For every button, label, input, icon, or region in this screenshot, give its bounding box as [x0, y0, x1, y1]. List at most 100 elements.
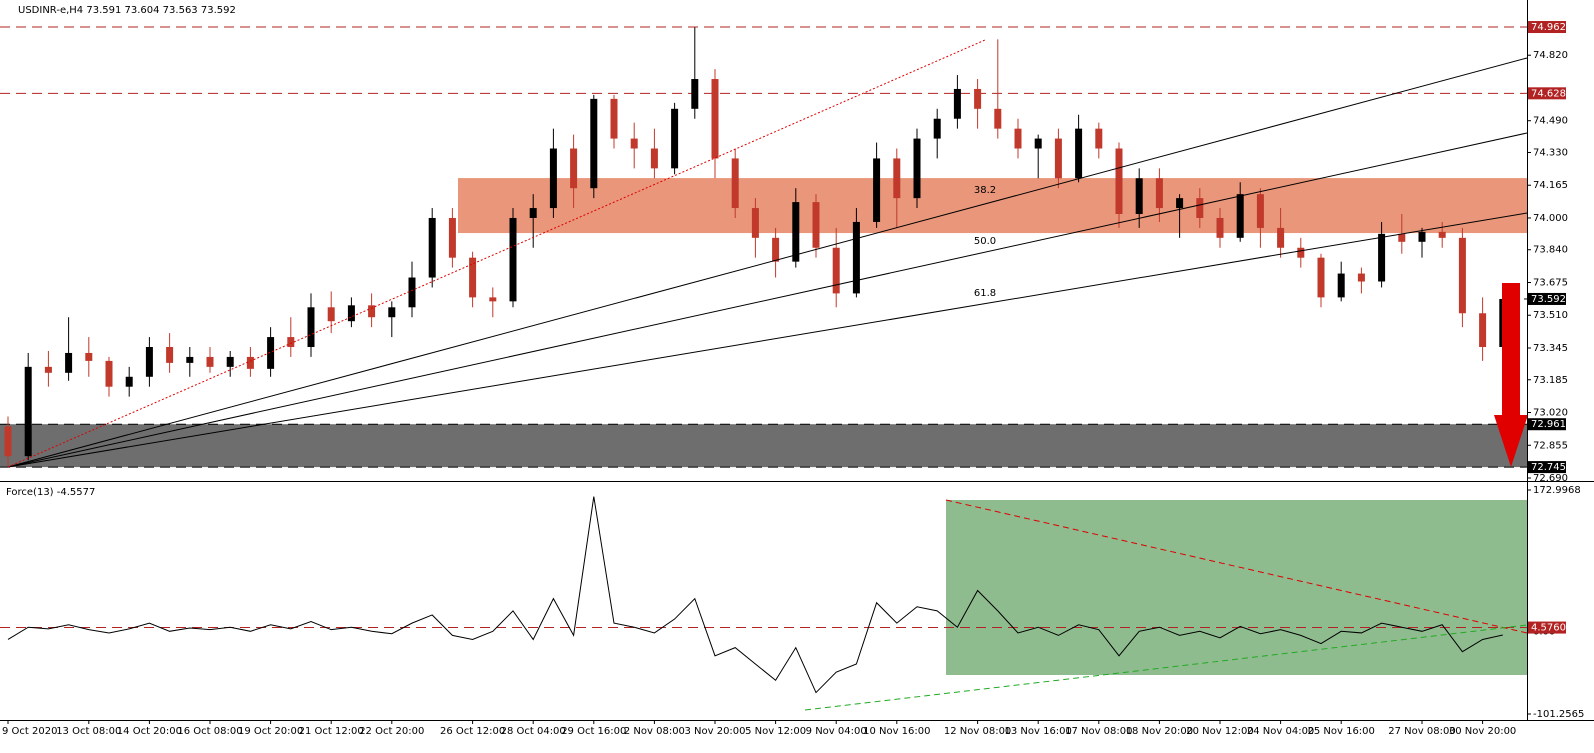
- x-tick-label: 2 Nov 08:00: [624, 726, 685, 737]
- candle-body: [327, 307, 335, 322]
- y-tick-label: 73.345: [1533, 343, 1568, 354]
- candle-body: [1236, 194, 1244, 238]
- x-tick-label: 13 Oct 08:00: [56, 726, 121, 737]
- y-tick-label: 74.165: [1533, 180, 1568, 191]
- x-tick-label: 29 Oct 16:00: [561, 726, 626, 737]
- support-zone: [0, 424, 1527, 468]
- candle-body: [388, 307, 396, 318]
- candle-body: [186, 356, 194, 363]
- x-tick-label: 16 Oct 08:00: [177, 726, 242, 737]
- candle-body: [1256, 194, 1264, 228]
- fib-label: 61.8: [974, 288, 996, 299]
- candle-body: [267, 337, 275, 369]
- y-tick-label: 72.855: [1533, 440, 1568, 451]
- candle-body: [1054, 138, 1062, 179]
- x-tick-label: 5 Nov 12:00: [745, 726, 806, 737]
- candle-body: [1216, 217, 1224, 238]
- x-tick-label: 28 Oct 04:00: [501, 726, 566, 737]
- price-label: 4.5760: [1531, 623, 1566, 634]
- trend-line: [7, 39, 986, 468]
- candle-body: [428, 217, 436, 278]
- x-tick-label: 20 Nov 12:00: [1186, 726, 1253, 737]
- force-line: [7, 496, 1503, 694]
- price-label-box: [1528, 292, 1566, 305]
- candle-body: [751, 208, 759, 238]
- candle-body: [913, 138, 921, 199]
- candle-body: [691, 79, 699, 109]
- x-tick-label: 19 Oct 20:00: [238, 726, 303, 737]
- x-tick-label: 25 Nov 16:00: [1307, 726, 1374, 737]
- candle-body: [307, 307, 315, 348]
- price-label-box: [1528, 87, 1566, 100]
- candle-body: [4, 426, 12, 457]
- candle-body: [65, 352, 73, 373]
- indicator-zone: [946, 500, 1527, 675]
- candle-body: [469, 257, 477, 298]
- candle-body: [529, 208, 537, 218]
- candle-body: [852, 221, 860, 294]
- x-tick-label: 3 Nov 20:00: [684, 726, 745, 737]
- candle-body: [772, 237, 780, 262]
- resistance-zone: [458, 178, 1527, 234]
- candle-body: [24, 366, 32, 457]
- candle-body: [1317, 257, 1325, 298]
- fan-line: [7, 57, 1528, 468]
- candle-body: [246, 356, 254, 369]
- candle-body: [347, 305, 355, 322]
- x-tick-label: 24 Nov 04:00: [1247, 726, 1314, 737]
- candle-body: [1095, 128, 1103, 149]
- x-tick-label: 10 Nov 16:00: [863, 726, 930, 737]
- candle-body: [105, 360, 113, 387]
- candle-body: [832, 247, 840, 294]
- price-label: 74.628: [1531, 88, 1566, 99]
- y-tick-label: -101.2565: [1533, 709, 1584, 720]
- candle-body: [1277, 227, 1285, 248]
- candle-body: [408, 277, 416, 308]
- y-tick-label: 73.510: [1533, 310, 1568, 321]
- candle-body: [1115, 148, 1123, 215]
- down-arrow: [1494, 283, 1528, 467]
- x-tick-label: 30 Nov 20:00: [1449, 726, 1516, 737]
- y-tick-label: 74.000: [1533, 213, 1568, 224]
- candle-body: [166, 347, 174, 363]
- candle-body: [1196, 198, 1204, 218]
- trend-line: [804, 624, 1528, 711]
- candle-body: [933, 118, 941, 139]
- candle-body: [953, 88, 961, 119]
- x-tick-label: 9 Nov 04:00: [806, 726, 867, 737]
- candle-body: [994, 108, 1002, 129]
- candle-body: [1135, 178, 1143, 215]
- candle-body: [1014, 128, 1022, 149]
- candle-body: [974, 88, 982, 109]
- candle-body: [125, 376, 133, 387]
- candle-body: [1075, 128, 1083, 179]
- y-tick-label: 72.690: [1533, 473, 1568, 484]
- x-tick-label: 27 Nov 08:00: [1388, 726, 1455, 737]
- price-label: 72.745: [1531, 462, 1566, 473]
- price-label-box: [1528, 461, 1566, 474]
- candle-body: [1297, 247, 1305, 258]
- y-tick-label: 74.330: [1533, 147, 1568, 158]
- candle-body: [1479, 313, 1487, 348]
- y-tick-label: 74.820: [1533, 50, 1568, 61]
- fib-label: 38.2: [974, 185, 996, 196]
- fan-line: [7, 212, 1528, 468]
- indicator-title: Force(13) -4.5577: [6, 487, 95, 498]
- x-tick-label: 14 Oct 20:00: [117, 726, 182, 737]
- candle-body: [792, 202, 800, 262]
- candle-body: [812, 202, 820, 248]
- price-label: 72.961: [1531, 419, 1566, 430]
- y-tick-label: 73.185: [1533, 375, 1568, 386]
- candle-body: [1398, 233, 1406, 242]
- candle-body: [570, 148, 578, 189]
- candle-body: [368, 305, 376, 318]
- chart-title: USDINR-e,H4 73.591 73.604 73.563 73.592: [18, 5, 236, 16]
- candle-body: [226, 356, 234, 367]
- x-tick-label: 13 Nov 16:00: [1004, 726, 1071, 737]
- candle-body: [1337, 273, 1345, 298]
- candle-body: [1438, 231, 1446, 238]
- candle-body: [610, 98, 618, 139]
- candle-body: [85, 352, 93, 361]
- candle-body: [1034, 138, 1042, 149]
